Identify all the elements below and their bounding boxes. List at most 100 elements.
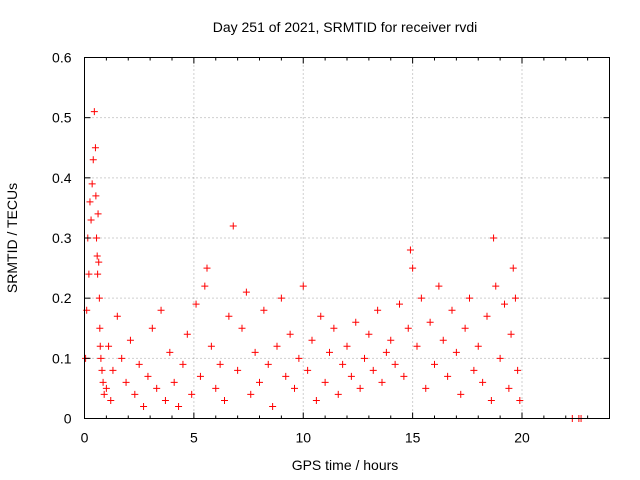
data-point xyxy=(378,378,386,386)
data-point xyxy=(474,342,482,350)
data-point xyxy=(417,294,425,302)
data-point xyxy=(444,372,452,380)
data-point xyxy=(97,354,105,362)
data-point xyxy=(343,342,351,350)
data-point xyxy=(400,372,408,380)
data-point xyxy=(234,366,242,374)
data-point xyxy=(113,312,121,320)
data-point xyxy=(100,390,108,398)
data-point xyxy=(426,318,434,326)
data-point xyxy=(188,390,196,398)
data-point xyxy=(269,402,277,410)
data-point xyxy=(321,378,329,386)
data-point xyxy=(466,294,473,302)
data-point xyxy=(514,366,522,374)
x-tick-label: 10 xyxy=(295,430,311,446)
data-point xyxy=(382,348,390,356)
x-tick-label: 0 xyxy=(81,430,89,446)
y-tick-label: 0.6 xyxy=(52,50,72,66)
data-point xyxy=(225,312,233,320)
data-point xyxy=(507,330,515,338)
data-point xyxy=(140,402,148,410)
data-point xyxy=(396,300,403,308)
data-point xyxy=(229,222,237,230)
data-point xyxy=(179,360,187,368)
data-point xyxy=(404,324,412,332)
data-point xyxy=(94,210,102,218)
data-point xyxy=(501,300,508,308)
data-point xyxy=(511,294,519,302)
x-tick-label: 5 xyxy=(190,430,198,446)
data-point xyxy=(192,300,200,308)
y-tick-label: 0.2 xyxy=(52,290,72,306)
data-point xyxy=(496,354,504,362)
data-point xyxy=(487,396,495,404)
data-point xyxy=(422,384,430,392)
data-point xyxy=(516,396,524,404)
data-point xyxy=(273,342,281,350)
data-point xyxy=(238,324,246,332)
data-point xyxy=(483,312,491,320)
data-point xyxy=(87,216,95,224)
y-tick-label: 0.5 xyxy=(52,110,72,126)
data-point xyxy=(260,306,268,314)
data-point xyxy=(308,336,316,344)
data-point xyxy=(312,396,320,404)
y-tick-label: 0.1 xyxy=(52,350,72,366)
data-point xyxy=(435,282,443,290)
x-axis-label: GPS time / hours xyxy=(292,457,399,473)
data-point xyxy=(413,342,421,350)
data-point xyxy=(93,234,101,242)
data-point xyxy=(374,306,382,314)
data-point xyxy=(291,384,298,392)
data-point xyxy=(509,264,517,272)
data-point xyxy=(295,354,303,362)
data-point xyxy=(153,384,161,392)
data-point xyxy=(304,366,312,374)
data-point xyxy=(131,390,139,398)
data-point xyxy=(409,264,417,272)
x-tick-label: 20 xyxy=(514,430,530,446)
data-point xyxy=(352,318,360,326)
data-point xyxy=(183,330,191,338)
data-point xyxy=(135,360,143,368)
data-point xyxy=(251,348,259,356)
data-point xyxy=(347,372,355,380)
data-point xyxy=(98,366,106,374)
data-point xyxy=(461,324,469,332)
data-point xyxy=(95,258,103,266)
grid-lines xyxy=(84,57,610,419)
y-axis-label: SRMTID / TECUs xyxy=(4,183,20,293)
data-point xyxy=(221,396,228,404)
data-point xyxy=(369,366,377,374)
data-point xyxy=(334,390,342,398)
y-tick-label: 0.4 xyxy=(52,170,72,186)
data-point xyxy=(356,384,364,392)
data-point xyxy=(247,390,255,398)
data-point xyxy=(109,366,117,374)
plot-frame xyxy=(84,57,610,419)
axis-ticks: 0 0.1 0.2 0.3 0.4 0.5 0.6 0 5 10 15 20 xyxy=(52,50,610,446)
data-point xyxy=(286,330,294,338)
data-point xyxy=(339,360,347,368)
data-point xyxy=(90,108,98,116)
data-point xyxy=(406,246,414,254)
data-point xyxy=(470,366,478,374)
data-point xyxy=(105,342,113,350)
data-point xyxy=(122,378,130,386)
data-point xyxy=(88,180,96,188)
data-point xyxy=(452,348,460,356)
data-point xyxy=(326,348,333,356)
data-point xyxy=(96,342,104,350)
data-point xyxy=(96,324,104,332)
data-point xyxy=(99,378,107,386)
data-point xyxy=(317,312,325,320)
chart-title: Day 251 of 2021, SRMTID for receiver rvd… xyxy=(213,19,478,35)
data-point xyxy=(144,372,152,380)
data-point xyxy=(91,144,99,152)
data-point xyxy=(203,264,211,272)
y-tick-label: 0 xyxy=(64,411,72,427)
data-point xyxy=(264,360,272,368)
data-point xyxy=(242,288,250,296)
